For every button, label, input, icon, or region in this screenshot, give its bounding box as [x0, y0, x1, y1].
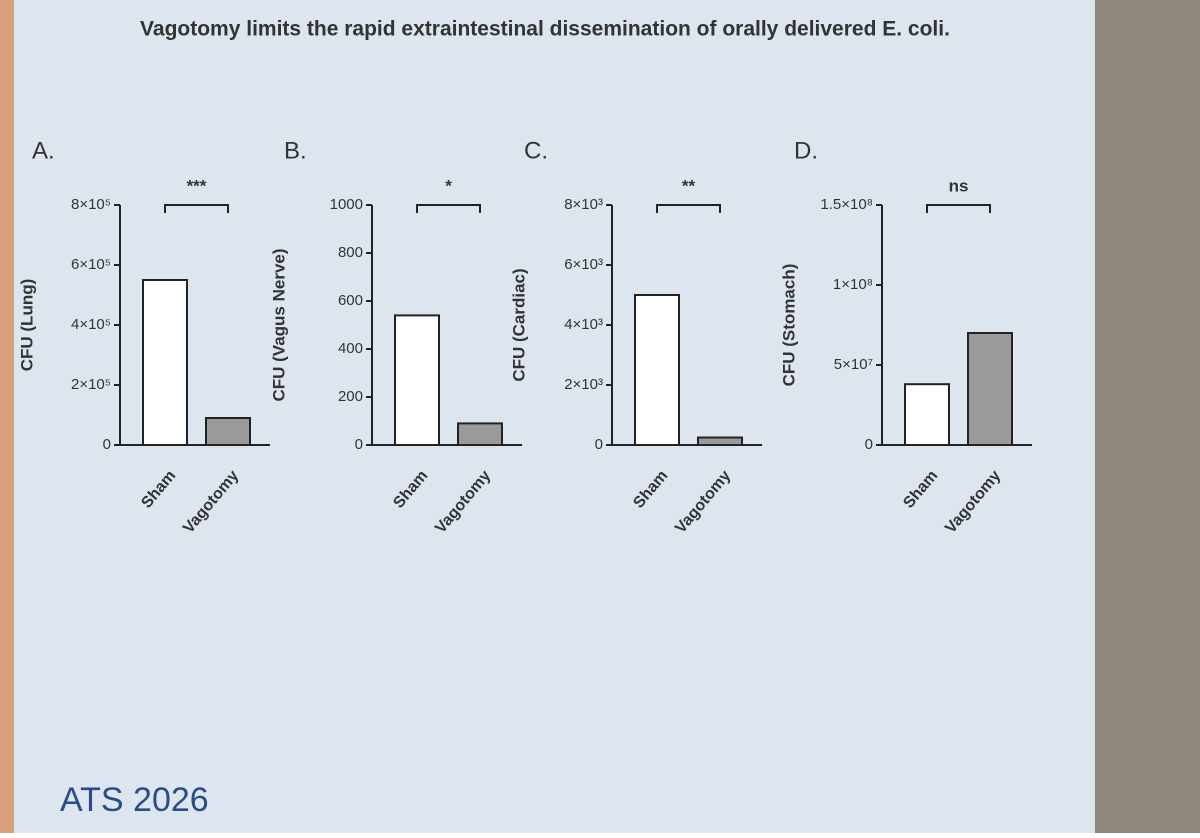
- y-tick-label: 2×10⁵: [71, 376, 111, 393]
- y-tick-label: 0: [103, 436, 111, 453]
- significance-label: ***: [187, 176, 207, 195]
- y-tick-label: 0: [595, 436, 603, 453]
- bar: [205, 417, 251, 446]
- significance-bracket: [926, 204, 991, 213]
- significance-bracket: [164, 204, 229, 213]
- y-tick-label: 600: [338, 292, 363, 309]
- panel-label: B.: [284, 137, 307, 164]
- y-tick-label: 4×10³: [564, 316, 603, 333]
- y-axis-label: CFU (Vagus Nerve): [269, 248, 288, 401]
- y-tick-label: 0: [865, 436, 873, 453]
- y-tick-label: 8×10⁵: [71, 196, 111, 213]
- y-axis-label: CFU (Stomach): [779, 264, 798, 387]
- panel-label: A.: [32, 137, 55, 164]
- y-axis-label: CFU (Cardiac): [509, 268, 528, 381]
- bar: [394, 314, 440, 446]
- footer-logo: ATS 2026: [60, 781, 209, 819]
- y-tick-label: 8×10³: [564, 196, 603, 213]
- y-tick-label: 400: [338, 340, 363, 357]
- y-tick-label: 5×10⁷: [834, 356, 873, 373]
- slide-title: Vagotomy limits the rapid extraintestina…: [140, 18, 950, 41]
- y-axis-label: CFU (Lung): [17, 279, 36, 372]
- bar: [904, 383, 950, 447]
- significance-label: *: [445, 176, 452, 195]
- left-edge: [0, 0, 14, 833]
- panel-label: D.: [794, 137, 818, 164]
- bar: [697, 436, 743, 446]
- y-tick-label: 6×10⁵: [71, 256, 111, 273]
- significance-label: ns: [949, 176, 969, 195]
- bar: [457, 422, 503, 446]
- significance-bracket: [656, 204, 721, 213]
- y-tick-label: 0: [355, 436, 363, 453]
- y-tick-label: 6×10³: [564, 256, 603, 273]
- y-tick-label: 1.5×10⁸: [820, 196, 873, 213]
- y-tick-label: 4×10⁵: [71, 316, 111, 333]
- y-tick-label: 800: [338, 244, 363, 261]
- y-tick-label: 200: [338, 388, 363, 405]
- y-tick-label: 1×10⁸: [833, 276, 873, 293]
- significance-label: **: [682, 176, 696, 195]
- bar: [142, 279, 188, 446]
- bar: [967, 332, 1013, 446]
- significance-bracket: [416, 204, 481, 213]
- panel-label: C.: [524, 137, 548, 164]
- y-tick-label: 2×10³: [564, 376, 603, 393]
- y-tick-label: 1000: [330, 196, 363, 213]
- bar: [634, 294, 680, 446]
